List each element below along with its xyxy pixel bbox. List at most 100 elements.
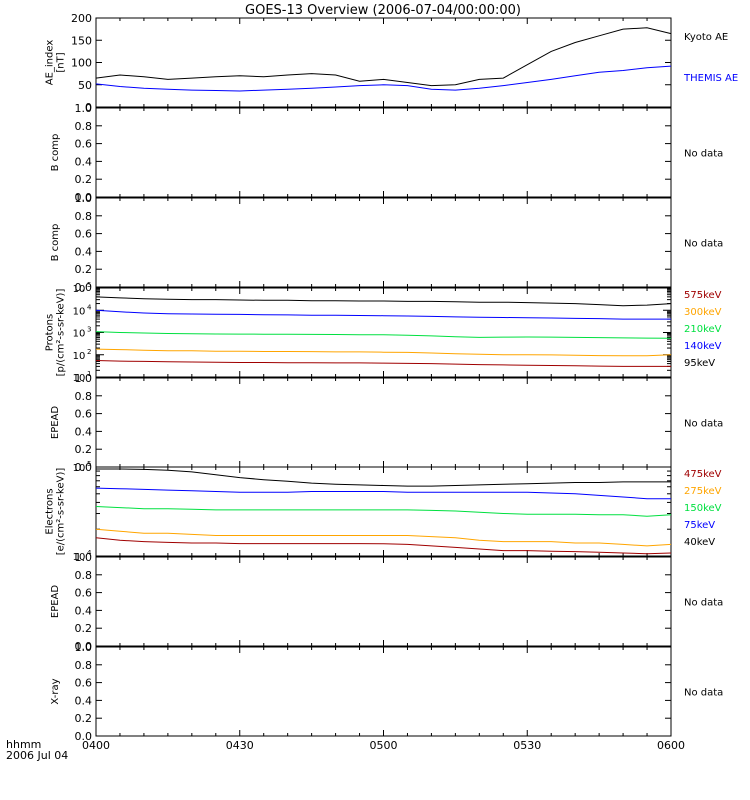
x-tick-label: 0430 xyxy=(226,739,254,752)
panel-2: B comp 0.0 0.2 0.4 0.6 0.8 1.0 No data xyxy=(50,102,723,204)
y-tick-label: 0.6 xyxy=(75,408,93,421)
series-line-150kev xyxy=(95,506,672,517)
y-axis-label: B comp xyxy=(50,134,61,172)
y-tick-exponent: 3 xyxy=(87,326,91,334)
y-axis-label: Electrons xyxy=(45,488,56,534)
y-tick-label: 0 xyxy=(85,101,92,114)
y-tick-label: 100 xyxy=(71,57,92,70)
panel-frame xyxy=(95,556,672,647)
no-data-label: No data xyxy=(684,149,723,160)
y-tick-label: 0.8 xyxy=(75,659,93,672)
y-tick-label: 10 xyxy=(73,351,86,362)
y-tick-label: 50 xyxy=(78,79,92,92)
y-tick-label: 150 xyxy=(71,34,92,47)
y-tick-label: 1.0 xyxy=(75,192,93,205)
no-data-label: No data xyxy=(684,239,723,250)
time-corner-label-1: hhmm xyxy=(6,738,41,751)
y-tick-exponent: 5 xyxy=(87,460,91,468)
legend-entry: THEMIS AE xyxy=(683,73,738,84)
y-tick-exponent: 4 xyxy=(87,303,92,311)
y-tick-label: 0.0 xyxy=(75,730,93,743)
no-data-label: No data xyxy=(684,598,723,609)
legend-entry: 210keV xyxy=(684,324,722,335)
legend-entry: 40keV xyxy=(684,537,715,548)
series-line-210kev xyxy=(95,331,672,339)
no-data-label: No data xyxy=(684,419,723,430)
y-axis-label: EPEAD xyxy=(50,406,61,440)
y-tick-label: 0.8 xyxy=(75,390,93,403)
panel-frame xyxy=(95,17,672,108)
y-tick-label: 0.6 xyxy=(75,677,93,690)
legend-entry: 275keV xyxy=(684,486,722,497)
y-axis-label: X-ray xyxy=(50,678,61,704)
y-tick-label: 0.2 xyxy=(75,712,93,725)
y-tick-label: 10 xyxy=(73,552,86,563)
legend-entry: 575keV xyxy=(684,290,722,301)
panel-5: EPEAD 0.0 0.2 0.4 0.6 0.8 1.0 No data xyxy=(50,372,723,474)
y-tick-label: 0.2 xyxy=(75,443,93,456)
y-tick-label: 0.4 xyxy=(75,245,93,258)
y-tick-label: 0.4 xyxy=(75,155,93,168)
series-line-275kev xyxy=(95,528,672,547)
y-axis-label: B comp xyxy=(50,224,61,262)
x-tick-label: 0530 xyxy=(513,739,541,752)
y-tick-label: 0.0 xyxy=(75,191,93,204)
series-line-140kev xyxy=(95,309,671,320)
panel-frame xyxy=(95,646,672,737)
legend-entry: 95keV xyxy=(684,358,715,369)
y-tick-label: 0.8 xyxy=(75,210,93,223)
panel-8: X-ray 0.0 0.2 0.4 0.6 0.8 1.0 No data xyxy=(50,641,723,743)
y-tick-label: 0.0 xyxy=(75,281,93,294)
y-tick-label: 0.4 xyxy=(75,694,93,707)
y-axis-label: Protons xyxy=(45,314,56,351)
y-tick-label: 0.8 xyxy=(75,120,93,133)
panel-frame xyxy=(95,107,672,198)
y-tick-label: 0.6 xyxy=(75,228,93,241)
x-tick-label: 0600 xyxy=(657,739,685,752)
y-tick-label: 10 xyxy=(73,306,86,317)
y-tick-exponent: 2 xyxy=(87,348,91,356)
legend-entry: Kyoto AE xyxy=(684,32,728,43)
panel-3: B comp 0.0 0.2 0.4 0.6 0.8 1.0 No data xyxy=(50,192,723,294)
series-line-40kev xyxy=(96,468,671,487)
series-line-300kev xyxy=(95,348,672,357)
y-axis-label: [nT] xyxy=(56,52,67,72)
panel-6: Electrons [e/(cm²-s-sr-keV)]10 410 5475keV2… xyxy=(45,460,722,563)
y-tick-label: 10 xyxy=(73,329,86,340)
y-tick-label: 0.4 xyxy=(75,425,93,438)
panel-frame xyxy=(95,377,672,468)
series-line-kyoto-ae xyxy=(95,27,672,87)
legend-entry: 475keV xyxy=(684,469,722,480)
y-tick-label: 0.2 xyxy=(75,622,93,635)
y-tick-label: 1.0 xyxy=(75,102,93,115)
panel-7: EPEAD 0.0 0.2 0.4 0.6 0.8 1.0 No data xyxy=(50,551,723,653)
series-line-95kev xyxy=(95,296,672,307)
y-tick-label: 0.6 xyxy=(75,587,93,600)
x-tick-label: 0400 xyxy=(82,739,110,752)
y-tick-label: 0.8 xyxy=(75,569,93,582)
legend-entry: 150keV xyxy=(684,503,722,514)
legend-entry: 300keV xyxy=(684,307,722,318)
y-tick-label: 10 xyxy=(73,284,86,295)
y-tick-label: 0.0 xyxy=(75,640,93,653)
y-tick-label: 0.4 xyxy=(75,604,93,617)
y-axis-label: EPEAD xyxy=(50,585,61,619)
y-tick-label: 200 xyxy=(71,12,92,25)
y-tick-label: 1.0 xyxy=(75,372,93,385)
series-line-themis-ae xyxy=(95,65,672,92)
series-line-75kev xyxy=(95,487,671,500)
y-tick-label: 1.0 xyxy=(75,641,93,654)
y-tick-label: 10 xyxy=(73,373,86,384)
y-tick-label: 0.6 xyxy=(75,138,93,151)
series-line-575kev xyxy=(95,360,671,367)
y-tick-exponent: 5 xyxy=(87,281,91,289)
y-tick-label: 0.0 xyxy=(75,461,93,474)
y-axis-label: [e/(cm²-s-sr-keV)] xyxy=(56,468,67,556)
panel-1: AE_index [nT] 0 50 100 150 200 Kyoto AE THEMIS A… xyxy=(45,12,739,114)
panel-frame xyxy=(95,197,672,288)
no-data-label: No data xyxy=(684,688,723,699)
figure-title: GOES-13 Overview (2006-07-04/00:00:00) xyxy=(245,3,521,18)
y-tick-exponent: 1 xyxy=(87,370,91,378)
